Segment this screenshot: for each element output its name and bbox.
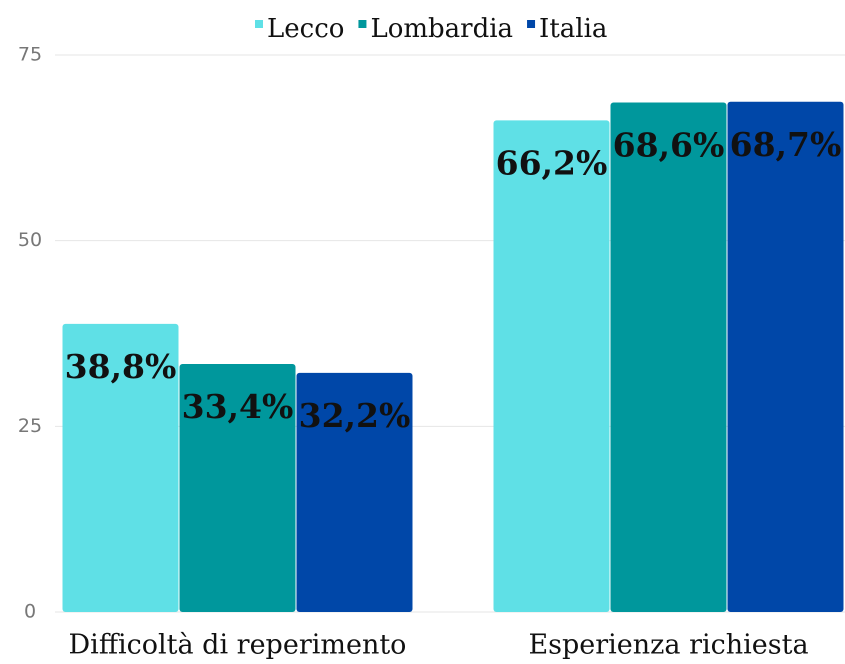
y-tick-label: 0: [24, 601, 36, 623]
legend-label: Lombardia: [370, 14, 513, 44]
legend-marker: [527, 20, 536, 28]
value-label: 33,4%: [182, 387, 294, 426]
legend-marker: [255, 20, 263, 28]
y-tick-label: 25: [18, 415, 42, 437]
y-tick-label: 75: [18, 44, 42, 66]
value-label: 66,2%: [496, 143, 608, 182]
value-label: 68,7%: [730, 125, 842, 164]
bar: [610, 102, 727, 612]
bar: [296, 372, 413, 612]
value-label: 68,6%: [613, 126, 725, 165]
x-tick-label: Difficoltà di reperimento: [69, 630, 407, 661]
legend-label: Italia: [539, 14, 607, 44]
bar: [62, 323, 179, 612]
bar: [493, 120, 610, 612]
y-tick-label: 50: [18, 229, 42, 251]
legend-label: Lecco: [267, 14, 344, 44]
bar: [179, 363, 296, 612]
value-label: 38,8%: [65, 347, 177, 386]
bar: [727, 101, 844, 613]
legend-marker: [358, 20, 367, 28]
value-label: 32,2%: [299, 396, 411, 435]
x-tick-label: Esperienza richiesta: [528, 630, 808, 661]
